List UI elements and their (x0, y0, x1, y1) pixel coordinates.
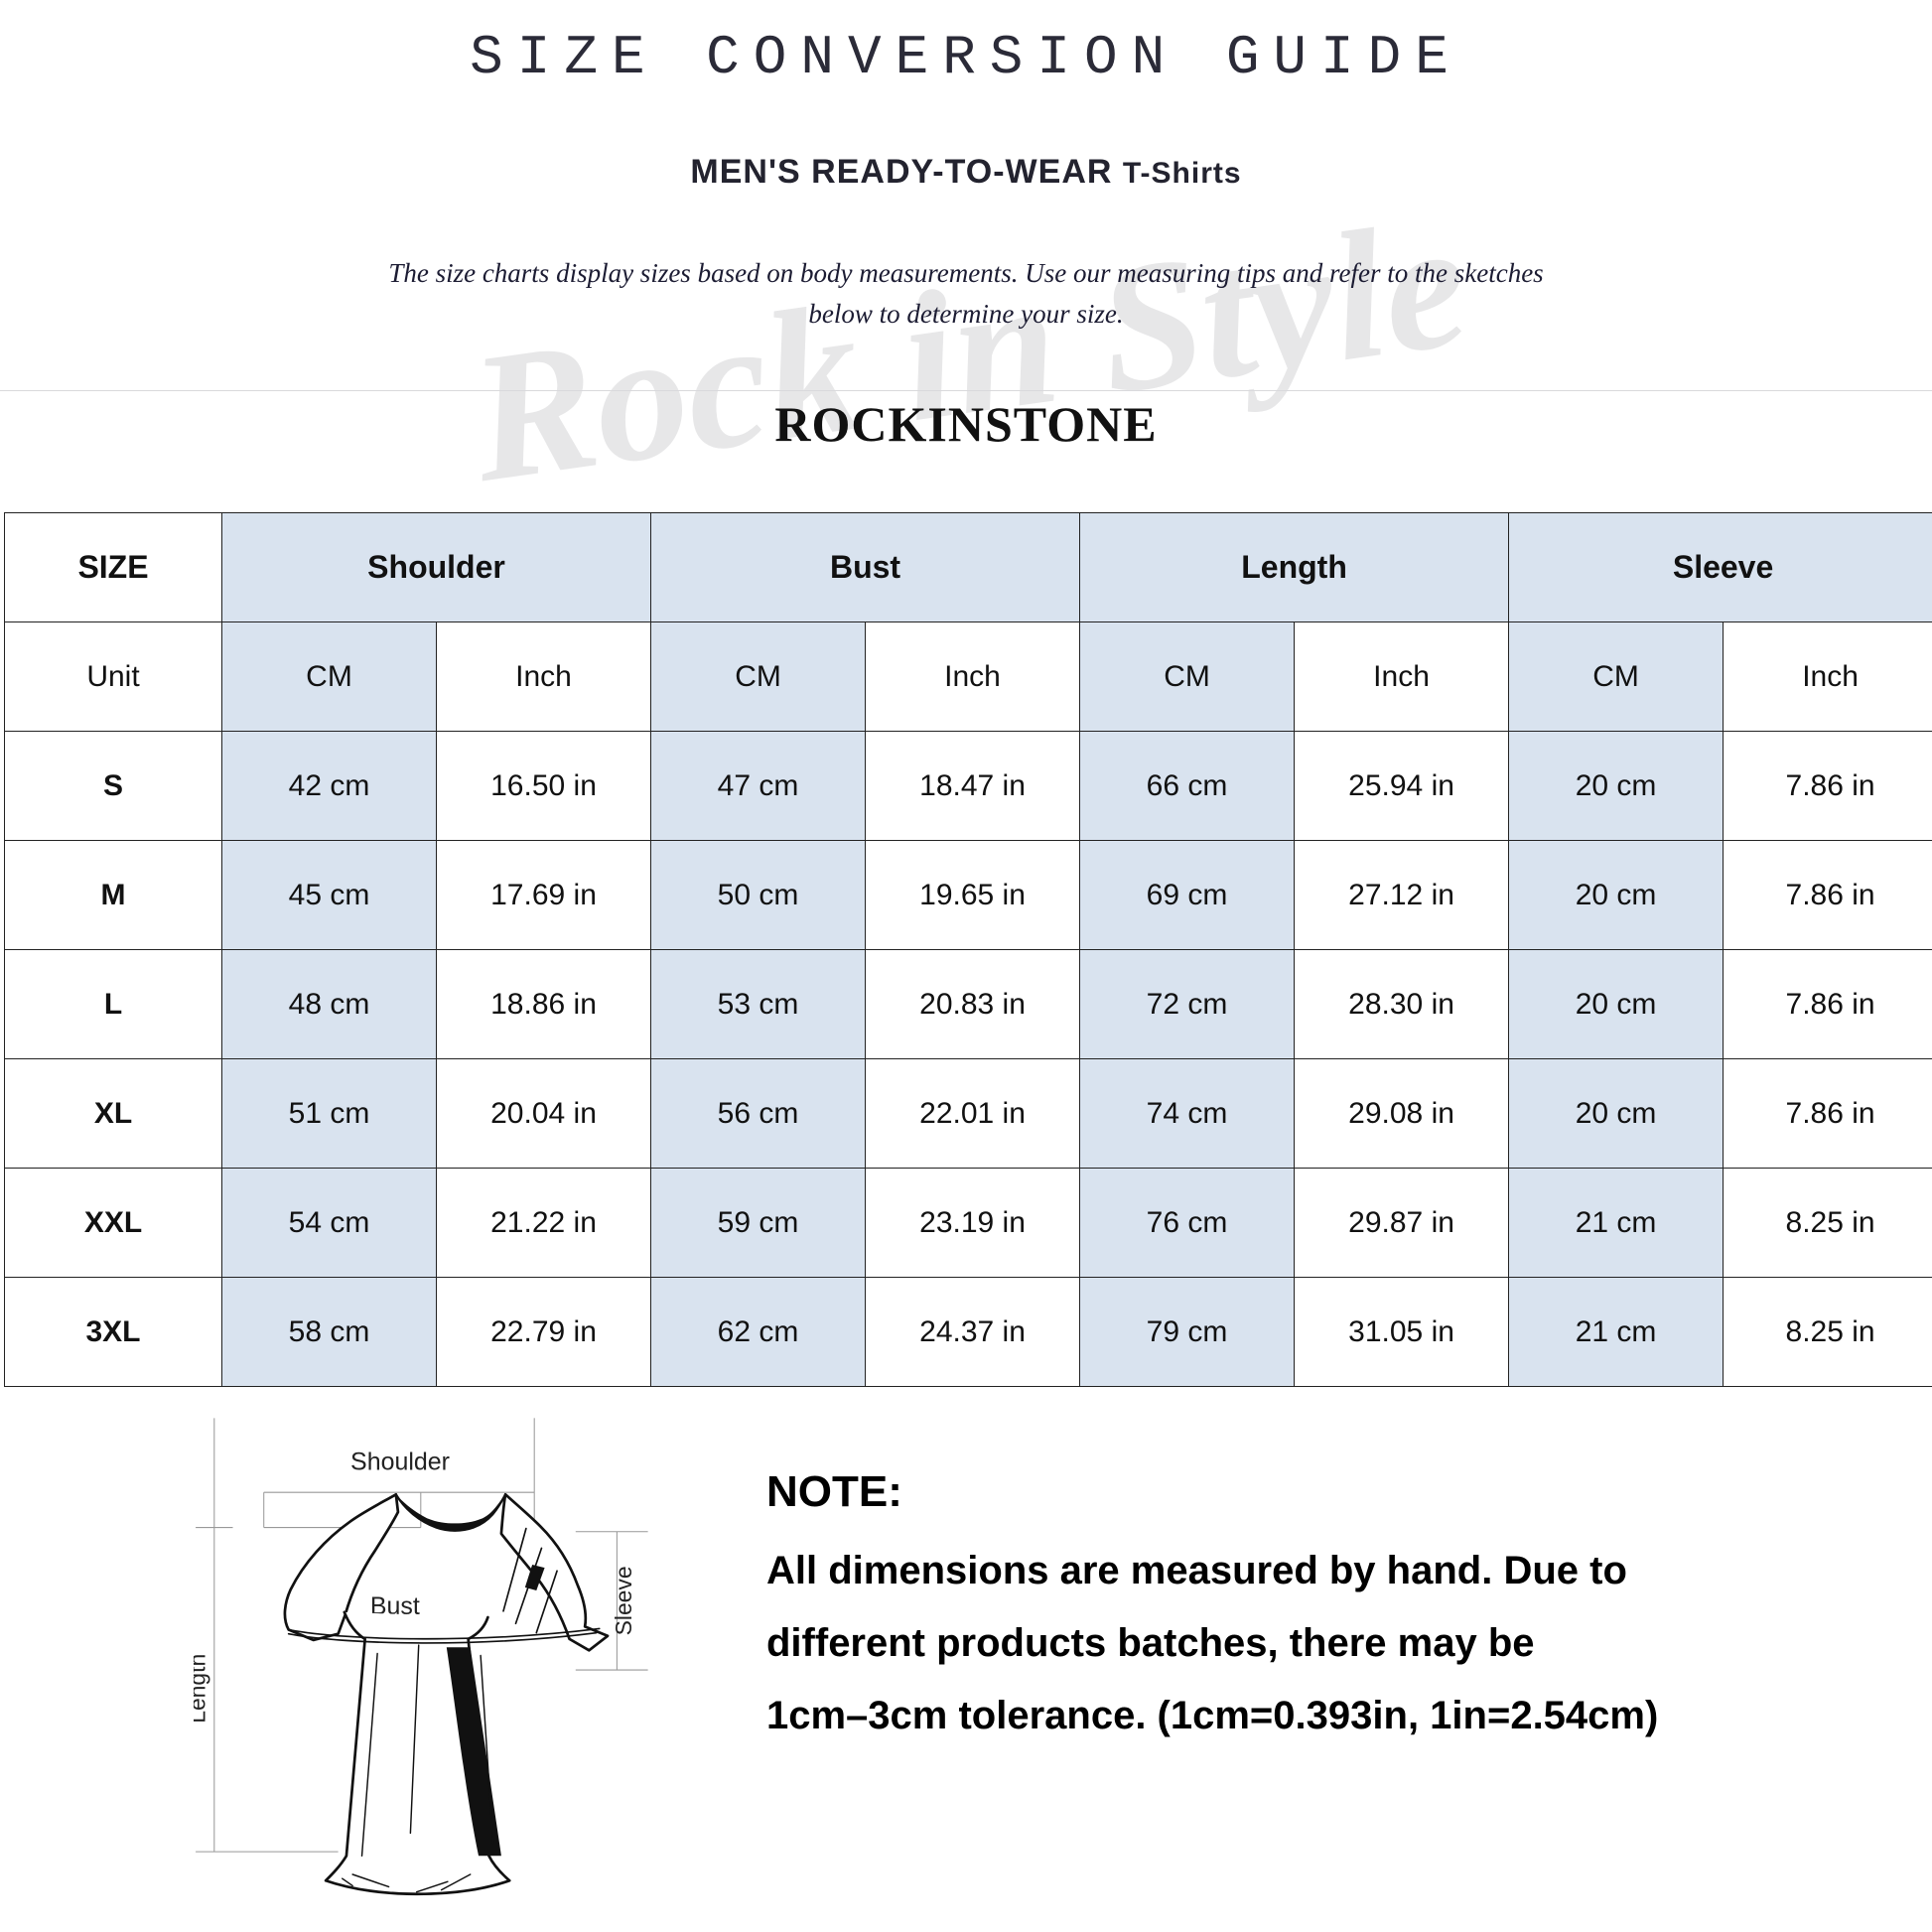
svg-text:Sleeve: Sleeve (611, 1566, 636, 1635)
svg-text:Rock in Style: Rock in Style (459, 181, 1478, 521)
svg-text:Length: Length (194, 1654, 209, 1724)
svg-text:Shoulder: Shoulder (350, 1448, 450, 1475)
